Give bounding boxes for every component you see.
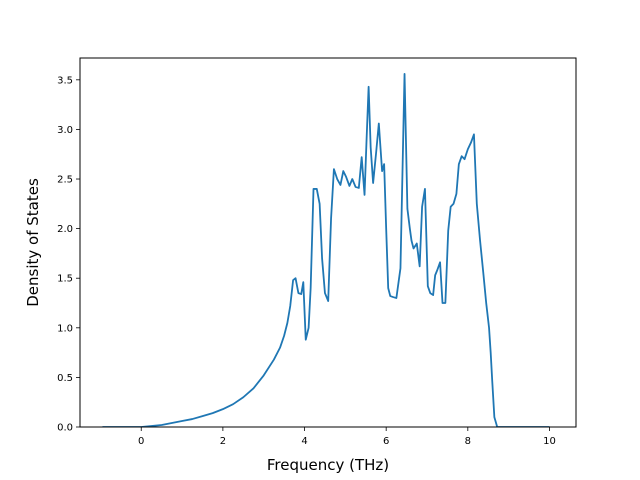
x-tick-label: 10 [543,436,556,447]
dos-series-line-0 [102,72,550,427]
y-tick-label: 3.0 [57,125,73,136]
x-axis-title: Frequency (THz) [267,456,389,474]
y-tick-label: 0.5 [57,373,73,384]
x-tick-label: 2 [220,436,226,447]
y-tick-label: 3.5 [57,75,73,86]
y-tick-label: 1.0 [57,323,73,334]
plot-layer [102,72,550,427]
y-axis-title: Density of States [24,178,42,307]
y-tick-label: 1.5 [57,274,73,285]
x-tick-label: 0 [138,436,144,447]
y-tick-label: 2.5 [57,175,73,186]
ticks-layer: 0 2 4 6 8 10 0.0 0.5 1.0 1.5 2.0 2.5 3.0 3.5 [57,75,556,447]
x-tick-label: 4 [301,436,307,447]
y-tick-label: 0.0 [57,423,73,434]
y-tick-label: 2.0 [57,224,73,235]
x-tick-label: 6 [383,436,389,447]
axes-frame [79,57,577,428]
x-tick-label: 8 [465,436,471,447]
